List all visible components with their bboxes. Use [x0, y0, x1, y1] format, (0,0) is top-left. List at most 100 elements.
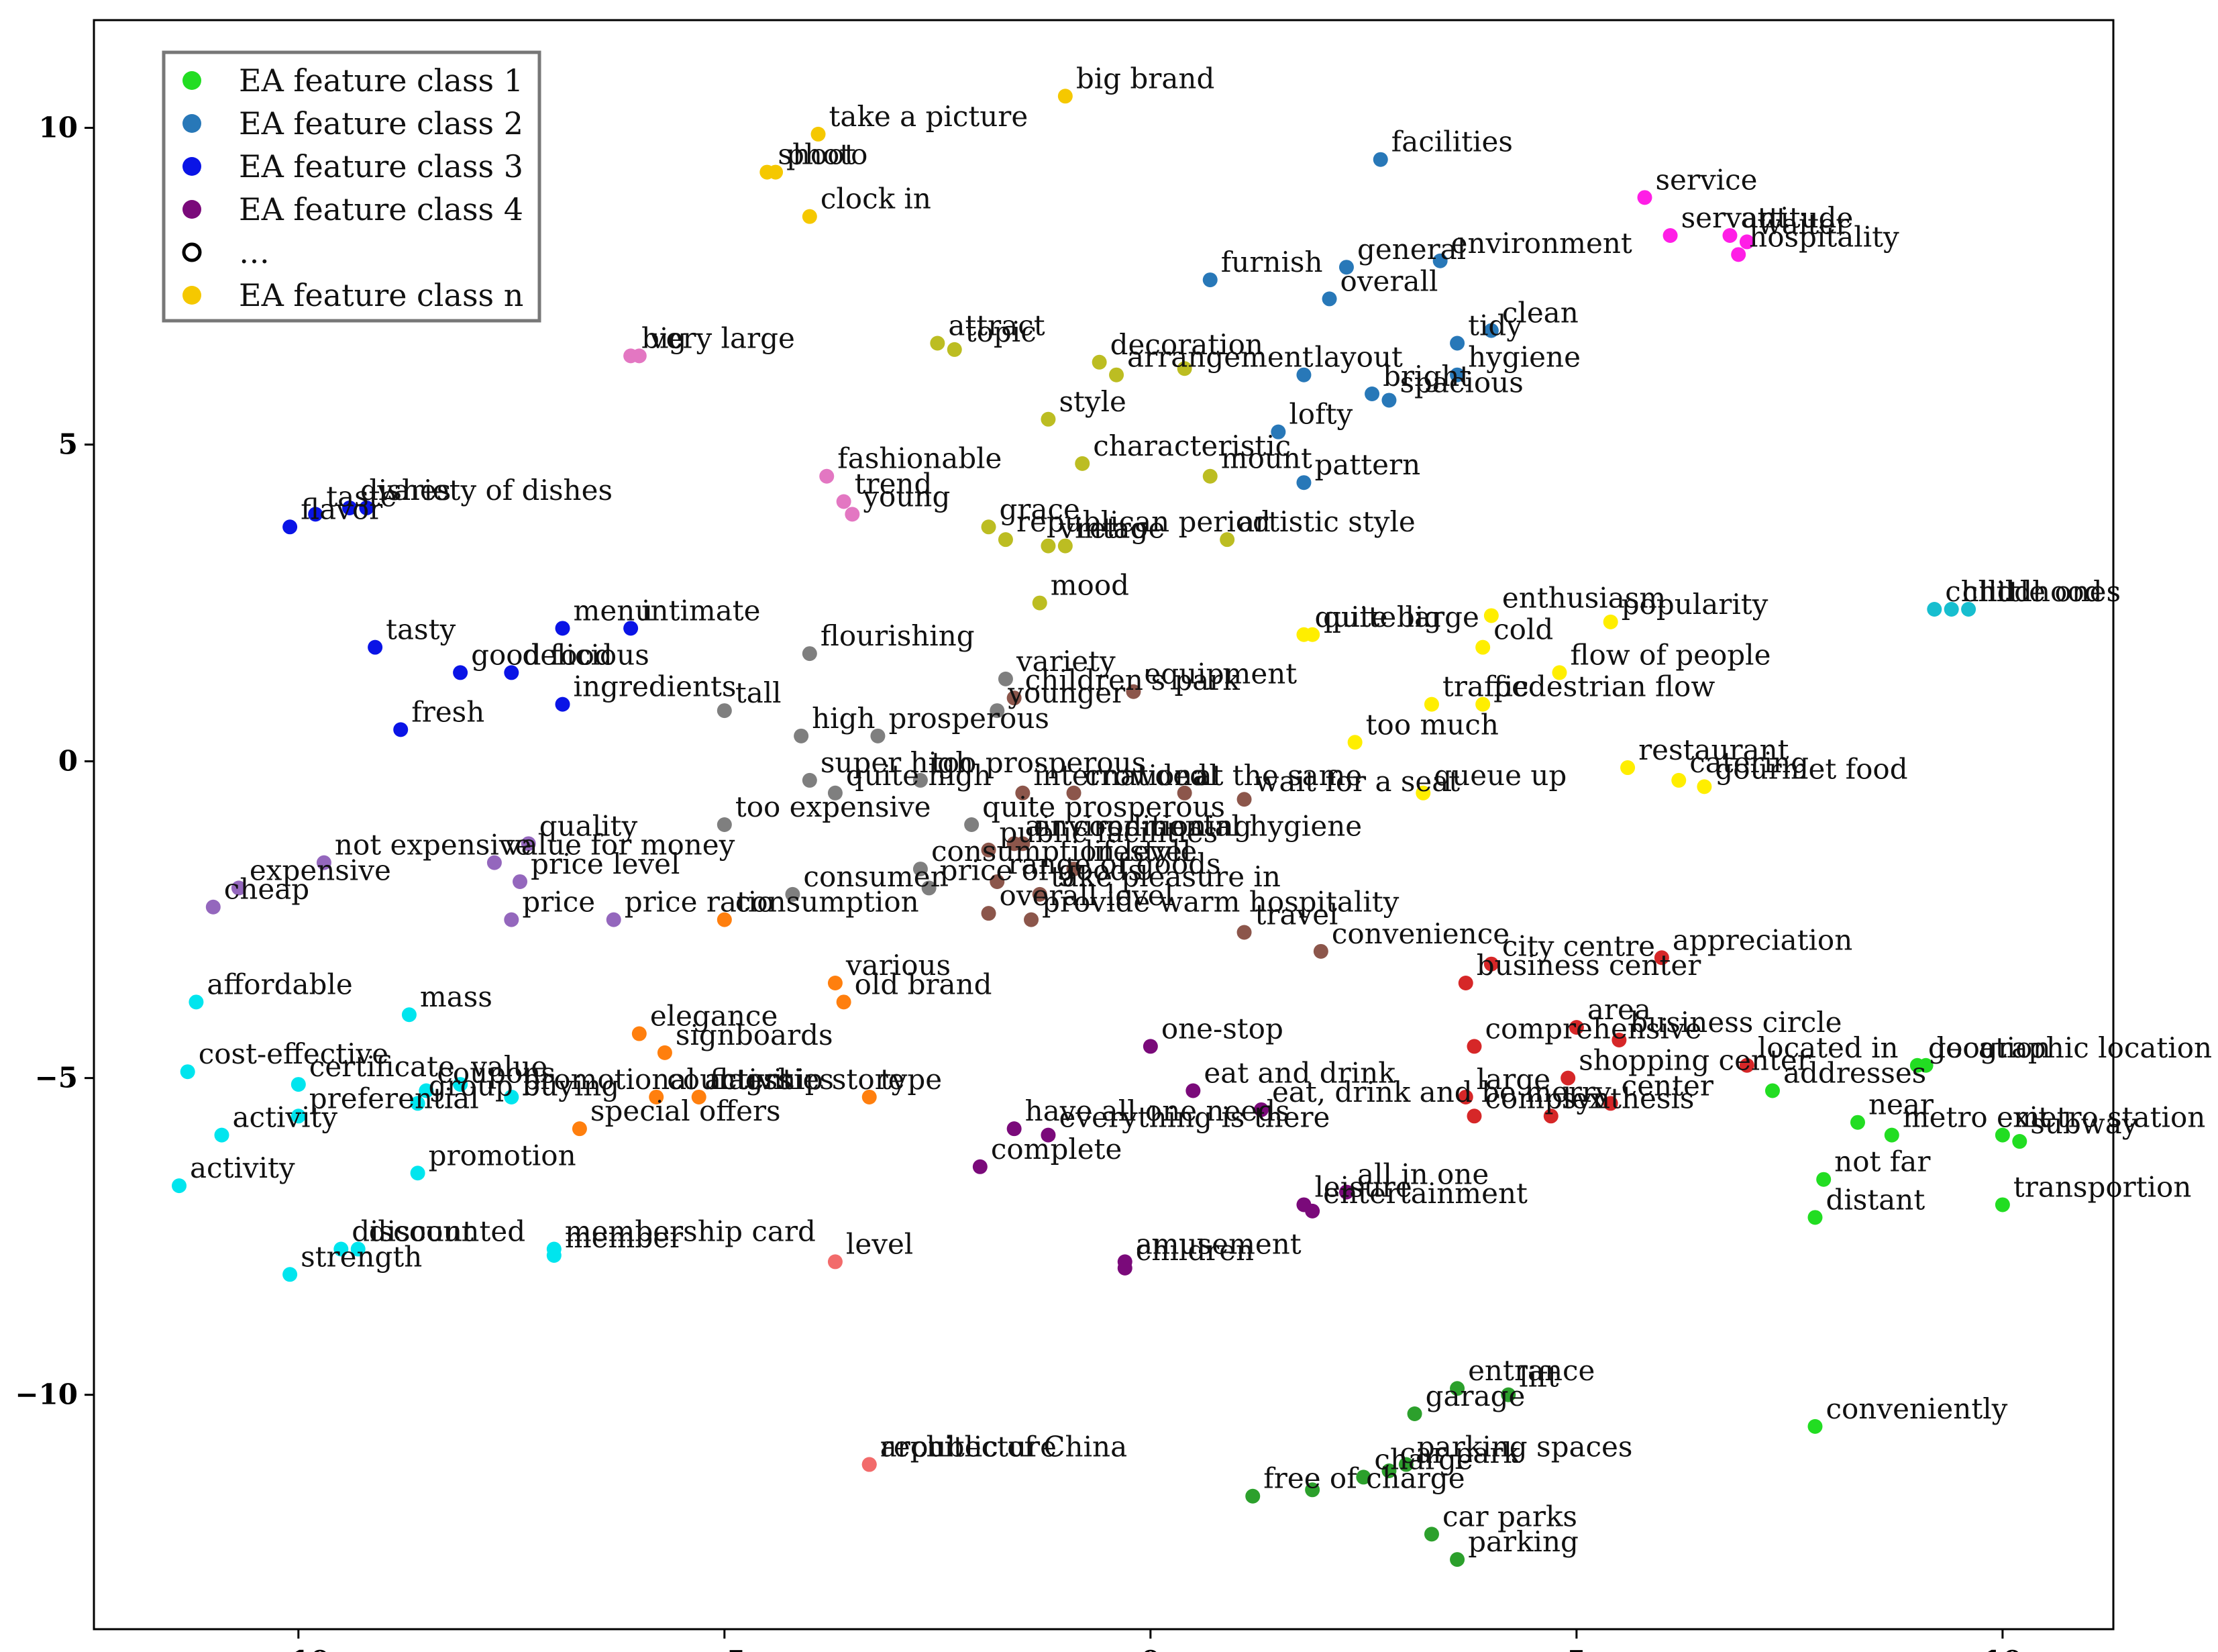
point-label: trend: [855, 468, 933, 501]
data-point: [1662, 227, 1678, 243]
point-label: very large: [649, 321, 795, 354]
data-point: [1458, 1089, 1473, 1104]
data-point: [990, 874, 1005, 889]
data-point: [410, 1166, 425, 1181]
point-label: value for money: [505, 829, 735, 862]
y-tick-label: 0: [58, 745, 78, 778]
legend-label: …: [239, 234, 270, 270]
point-label: architecture: [880, 1431, 1057, 1463]
point-label: promotion: [429, 1139, 576, 1172]
point-label: environment: [1451, 227, 1632, 260]
data-point: [1612, 1032, 1627, 1047]
point-label: environmental hygiene: [1033, 809, 1362, 842]
data-point: [555, 696, 570, 712]
point-label: business center: [1477, 949, 1701, 982]
data-point: [1569, 1020, 1584, 1035]
data-point: [810, 126, 826, 142]
data-point: [1202, 468, 1218, 484]
point-label: pattern: [1314, 448, 1420, 481]
point-label: mount: [1221, 442, 1312, 475]
data-point: [981, 842, 996, 858]
point-label: complex: [1485, 1082, 1604, 1115]
point-label: large: [1477, 1063, 1550, 1096]
legend-marker: [182, 242, 202, 262]
data-point: [1739, 234, 1754, 250]
data-point: [981, 906, 996, 921]
point-label: synthesis: [1562, 1082, 1695, 1115]
point-label: high: [812, 702, 875, 735]
data-point: [214, 1127, 229, 1143]
point-label: variety of dishes: [376, 474, 613, 507]
data-point: [308, 507, 323, 522]
data-point: [1603, 614, 1618, 629]
data-point: [1501, 1387, 1516, 1402]
data-point: [1416, 785, 1431, 801]
data-point: [827, 1254, 843, 1270]
data-point: [1458, 976, 1473, 991]
data-point: [631, 348, 647, 364]
point-label: subway: [2030, 1107, 2137, 1140]
data-point: [1483, 608, 1499, 623]
data-point: [802, 772, 817, 788]
data-point: [1305, 1203, 1320, 1219]
data-point: [513, 874, 528, 889]
point-label: located in: [1758, 1031, 1899, 1064]
data-point: [912, 862, 928, 877]
data-point: [1126, 684, 1141, 699]
point-label: facilities: [1391, 125, 1513, 158]
point-label: artistic style: [1238, 505, 1416, 538]
data-point: [836, 494, 851, 509]
point-label: addresses: [1783, 1057, 1926, 1090]
point-label: taste: [326, 480, 397, 513]
point-label: conveniently: [1826, 1392, 2007, 1425]
data-point: [1731, 247, 1746, 262]
data-point: [947, 342, 962, 357]
data-point: [1475, 639, 1491, 655]
point-label: car parks: [1442, 1500, 1577, 1533]
point-label: little ones: [1979, 575, 2121, 608]
data-point: [1561, 1070, 1576, 1086]
data-point: [1006, 1121, 1022, 1137]
point-label: range of goods: [1008, 847, 1220, 880]
data-point: [1373, 152, 1388, 167]
point-label: leisure: [1314, 1170, 1412, 1203]
data-point: [768, 164, 784, 180]
point-label: have all one needs: [1025, 1094, 1290, 1127]
data-point: [845, 507, 860, 522]
data-point: [1552, 665, 1567, 680]
data-point: [861, 1089, 877, 1104]
point-label: take pleasure in: [1051, 860, 1281, 893]
point-label: flourishing: [821, 619, 975, 652]
data-point: [282, 1267, 298, 1282]
point-label: traffic: [1442, 670, 1529, 703]
point-label: membership card: [565, 1215, 816, 1248]
data-point: [802, 209, 817, 224]
data-point: [1365, 386, 1380, 402]
point-label: entertainment: [1323, 1177, 1528, 1210]
point-label: amusement: [1136, 1227, 1302, 1260]
data-point: [1995, 1127, 2010, 1143]
point-label: younger: [1007, 676, 1126, 709]
data-point: [1338, 1184, 1354, 1200]
data-point: [1347, 735, 1363, 750]
point-label: business circle: [1630, 1006, 1842, 1039]
point-label: special offers: [590, 1094, 781, 1127]
data-point: [572, 1121, 587, 1137]
point-label: spacious: [1400, 366, 1523, 399]
point-label: topic: [965, 315, 1037, 348]
point-label: discounted: [369, 1215, 525, 1248]
data-point: [333, 1241, 349, 1257]
data-point: [1603, 1096, 1618, 1111]
data-point: [1918, 1057, 1934, 1073]
point-label: price: [522, 886, 595, 919]
point-label: quite big: [1314, 601, 1442, 633]
data-point: [717, 703, 732, 719]
point-label: air conditioning: [1025, 809, 1252, 842]
point-label: counters: [667, 1063, 792, 1096]
point-label: charge: [1374, 1443, 1473, 1476]
point-label: activity: [233, 1101, 338, 1134]
data-point: [231, 880, 246, 896]
data-point: [921, 880, 937, 896]
data-point: [819, 468, 835, 484]
data-point: [1041, 411, 1056, 427]
